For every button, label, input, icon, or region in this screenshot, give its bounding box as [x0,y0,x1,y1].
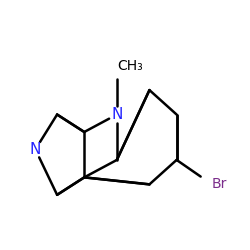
Text: CH₃: CH₃ [117,59,142,73]
Text: Br: Br [212,177,227,191]
Text: N: N [30,142,41,157]
Text: N: N [111,107,122,122]
